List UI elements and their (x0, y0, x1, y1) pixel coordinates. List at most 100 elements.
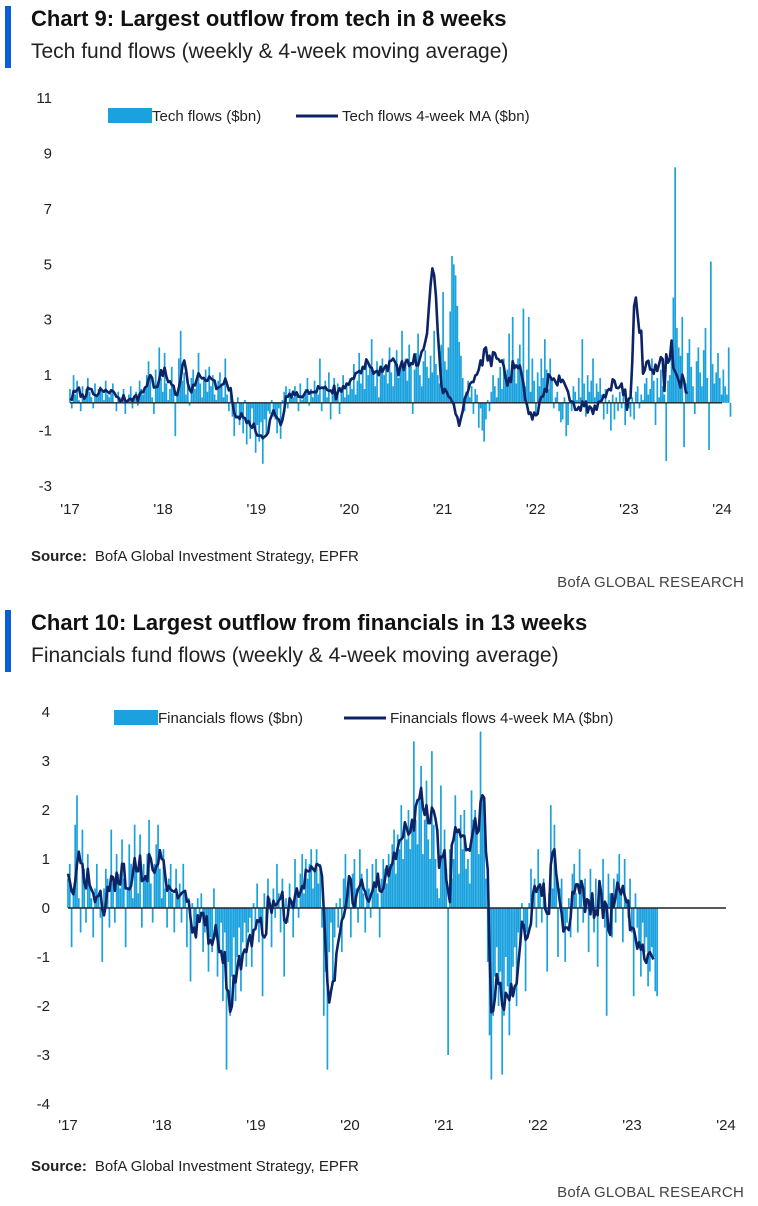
flow-bar (168, 878, 170, 908)
flow-bar (638, 402, 641, 409)
flow-bar (90, 898, 93, 908)
y-tick-label: 7 (44, 201, 52, 218)
flow-bar (195, 380, 198, 403)
flow-bar (676, 328, 678, 403)
flow-bar (106, 394, 109, 403)
flow-bar (188, 402, 191, 406)
flow-bar (661, 386, 664, 403)
flow-bar (454, 275, 457, 403)
flow-bar (481, 795, 484, 908)
flow-bar (560, 402, 562, 423)
flow-bar (337, 908, 340, 928)
flow-bar (389, 863, 392, 908)
flow-bar (726, 394, 728, 403)
flow-bar (590, 380, 593, 403)
flow-bar (490, 391, 493, 403)
flow-bar (159, 868, 161, 908)
flow-bar (295, 391, 298, 403)
flow-bar (379, 369, 382, 403)
y-tick-label: -4 (37, 1096, 50, 1113)
flow-bar (256, 883, 259, 908)
flow-bar (527, 316, 530, 403)
flow-bar (174, 402, 177, 437)
flow-bar (128, 844, 131, 908)
flow-bar (513, 908, 516, 948)
flow-bar (204, 369, 207, 403)
flow-bar (259, 908, 262, 918)
flow-bar (172, 386, 175, 403)
flow-bar (101, 391, 103, 403)
flow-bar (400, 805, 403, 908)
y-tick-label: 3 (44, 312, 52, 329)
flow-bar (447, 347, 450, 403)
chart-10-plot: 4 3 2 1 0 -1 -2 -3 -4 '17 '18 '19 '20 '21 '22 '23 '24 Fin… (37, 704, 736, 1134)
flow-bar (270, 400, 273, 403)
flow-bar (181, 380, 184, 403)
y-tick-label: 1 (44, 367, 52, 384)
flow-bar (586, 375, 589, 403)
flow-bar (381, 358, 384, 403)
flow-bar (351, 389, 353, 403)
flow-bar (706, 377, 709, 403)
flow-bar (486, 908, 489, 962)
flow-bar (561, 402, 564, 420)
flow-bar (357, 908, 359, 923)
flow-bar (299, 383, 302, 403)
flow-bar (495, 908, 498, 948)
flow-bar (229, 908, 231, 1016)
flow-bar (415, 352, 418, 403)
flow-bar (362, 893, 365, 908)
flow-bar (654, 908, 657, 992)
flow-bar (194, 389, 196, 403)
y-tick-label: -3 (39, 478, 52, 495)
flow-bar (492, 908, 495, 1016)
flow-bar (297, 908, 300, 918)
flow-bar (690, 366, 693, 403)
flow-bar (504, 380, 507, 403)
flow-bar (576, 400, 578, 403)
flow-bar (319, 863, 322, 908)
flow-bar (178, 358, 180, 403)
flow-bar (510, 908, 513, 997)
flow-bar (642, 400, 644, 403)
x-tick-label: '18 (153, 501, 173, 518)
flow-bar (328, 908, 331, 953)
flow-bar (182, 863, 185, 908)
flow-bar (236, 397, 239, 403)
flow-bar (285, 898, 287, 908)
flow-bar (701, 386, 703, 403)
flow-bar (445, 369, 448, 403)
flow-bar (427, 377, 430, 403)
flow-bar (460, 355, 462, 403)
flow-bar (327, 372, 330, 403)
flow-bar (582, 908, 585, 923)
moving-average-line (66, 786, 655, 1014)
flow-bar (200, 893, 203, 908)
flow-bar (356, 380, 359, 403)
flow-bar (444, 361, 446, 403)
flow-bar (317, 394, 319, 403)
flow-bar (136, 402, 139, 406)
flow-bar (650, 908, 653, 948)
flow-bar (135, 868, 138, 908)
flow-bar (202, 908, 204, 953)
flow-bar (142, 394, 145, 403)
flow-bar (575, 893, 577, 908)
flow-bar (631, 397, 634, 403)
flow-bar (497, 908, 500, 1006)
flow-bar (249, 402, 252, 439)
flow-bar (429, 355, 432, 403)
flow-bar (567, 402, 569, 426)
flow-bar (353, 859, 356, 908)
flow-bar (479, 402, 482, 409)
flow-bar (235, 402, 237, 417)
flow-bar (88, 391, 91, 403)
flow-bar (186, 908, 188, 948)
flow-bar (290, 394, 293, 403)
flow-bar (308, 402, 311, 406)
flow-bar (205, 908, 208, 918)
flow-bar (536, 372, 539, 403)
flow-bar (97, 389, 100, 403)
x-tick-label: '23 (619, 501, 639, 518)
x-tick-label: '22 (526, 501, 546, 518)
